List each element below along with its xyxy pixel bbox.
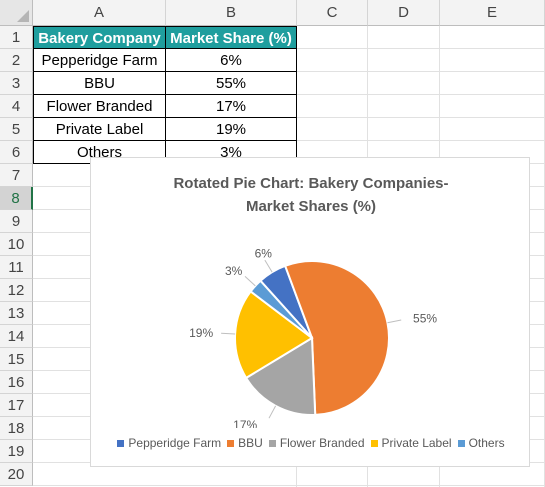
row-header-18[interactable]: 18	[0, 417, 33, 440]
table-cell[interactable]: BBU	[33, 72, 166, 95]
table-cell[interactable]: 19%	[166, 118, 297, 141]
table-cell[interactable]: Flower Branded	[33, 95, 166, 118]
row-header-13[interactable]: 13	[0, 302, 33, 325]
legend-label: Flower Branded	[279, 436, 365, 450]
table-header-cell[interactable]: Bakery Company	[33, 26, 166, 49]
table-cell[interactable]: Private Label	[33, 118, 166, 141]
row-header-9[interactable]: 9	[0, 210, 33, 233]
chart-title: Rotated Pie Chart: Bakery Companies- Mar…	[91, 172, 531, 218]
data-label-leader-line	[221, 332, 236, 335]
row-header-2[interactable]: 2	[0, 49, 33, 72]
select-all-triangle-icon	[17, 10, 29, 22]
table-cell[interactable]: 17%	[166, 95, 297, 118]
row-header-4[interactable]: 4	[0, 95, 33, 118]
pie-chart[interactable]: Rotated Pie Chart: Bakery Companies- Mar…	[90, 157, 530, 467]
data-label: 17%	[233, 418, 257, 428]
data-label-leader-line	[387, 319, 402, 324]
legend-label: Pepperidge Farm	[128, 436, 222, 450]
pie-slice-bbu[interactable]	[283, 260, 390, 416]
row-header-10[interactable]: 10	[0, 233, 33, 256]
column-header-e[interactable]: E	[440, 0, 545, 26]
data-label: 6%	[255, 246, 273, 260]
row-header-12[interactable]: 12	[0, 279, 33, 302]
legend-swatch	[268, 440, 276, 448]
chart-title-line1: Rotated Pie Chart: Bakery Companies-	[173, 175, 449, 192]
legend-label: Others	[468, 436, 505, 450]
data-label-leader-line	[264, 259, 273, 273]
column-header-b[interactable]: B	[166, 0, 297, 26]
pie-slice-others[interactable]	[249, 279, 313, 339]
row-header-8[interactable]: 8	[0, 187, 33, 210]
row-header-14[interactable]: 14	[0, 325, 33, 348]
row-header-5[interactable]: 5	[0, 118, 33, 141]
column-header-d[interactable]: D	[368, 0, 440, 26]
gridline	[33, 485, 545, 486]
data-label: 55%	[413, 311, 437, 325]
legend-item[interactable]: Others	[457, 436, 505, 450]
row-header-1[interactable]: 1	[0, 26, 33, 49]
legend-swatch	[370, 440, 378, 448]
legend-swatch	[227, 440, 235, 448]
table-header-cell[interactable]: Market Share (%)	[166, 26, 297, 49]
select-all-corner[interactable]	[0, 0, 33, 26]
data-label-leader-line	[268, 405, 277, 419]
pie-slice-flower-branded[interactable]	[244, 336, 317, 416]
row-header-19[interactable]: 19	[0, 440, 33, 463]
legend-label: Private Label	[381, 436, 452, 450]
legend-item[interactable]: Private Label	[370, 436, 452, 450]
data-label: 3%	[225, 264, 243, 278]
pie-slice-private-label[interactable]	[234, 290, 314, 380]
column-header-c[interactable]: C	[297, 0, 368, 26]
row-header-7[interactable]: 7	[0, 164, 33, 187]
legend-item[interactable]: BBU	[227, 436, 263, 450]
legend-swatch	[117, 440, 125, 448]
row-header-15[interactable]: 15	[0, 348, 33, 371]
row-header-16[interactable]: 16	[0, 371, 33, 394]
legend-label: BBU	[238, 436, 263, 450]
table-cell[interactable]: Pepperidge Farm	[33, 49, 166, 72]
legend-swatch	[457, 440, 465, 448]
table-cell[interactable]: 6%	[166, 49, 297, 72]
data-label: 19%	[189, 326, 213, 340]
legend-item[interactable]: Pepperidge Farm	[117, 436, 221, 450]
table-cell[interactable]: 55%	[166, 72, 297, 95]
legend-item[interactable]: Flower Branded	[268, 436, 365, 450]
column-header-a[interactable]: A	[33, 0, 166, 26]
row-header-17[interactable]: 17	[0, 394, 33, 417]
row-header-20[interactable]: 20	[0, 463, 33, 486]
chart-title-line2: Market Shares (%)	[245, 198, 377, 215]
row-header-6[interactable]: 6	[0, 141, 33, 164]
row-header-3[interactable]: 3	[0, 72, 33, 95]
row-header-11[interactable]: 11	[0, 256, 33, 279]
chart-legend: Pepperidge Farm BBU Flower Branded Private …	[91, 436, 531, 450]
data-label-leader-line	[244, 276, 256, 287]
pie-plot: 6% 55% 17% 19% 3%	[189, 246, 437, 428]
